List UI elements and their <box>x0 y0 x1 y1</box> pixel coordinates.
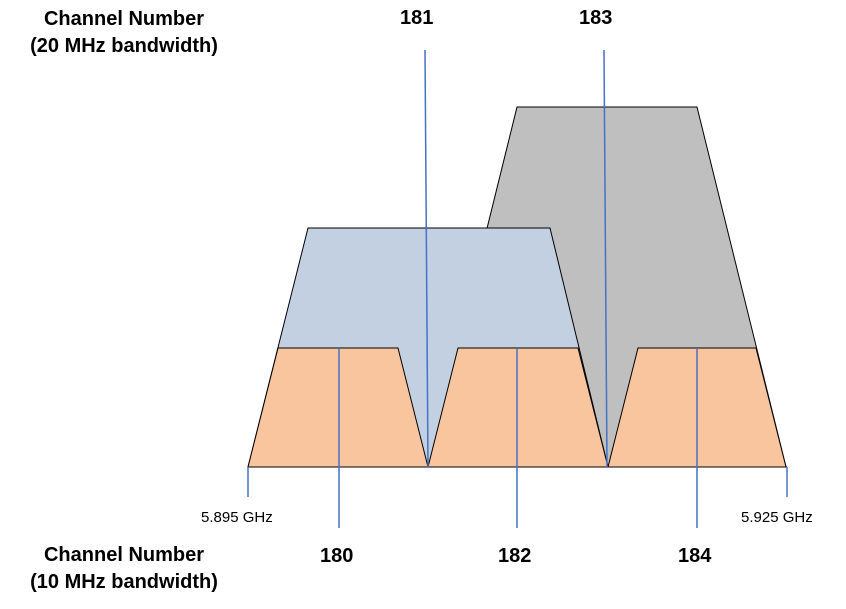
top-heading-line1: Channel Number <box>43 8 205 30</box>
channel-180-label: 180 <box>320 545 354 567</box>
channel-181-label: 181 <box>400 7 434 29</box>
channel-183-label: 183 <box>579 7 613 29</box>
frequency-low-label: 5.895 GHz <box>201 509 273 526</box>
frequency-high-label: 5.925 GHz <box>741 509 813 526</box>
channel-183-center-line <box>603 49 608 468</box>
channel-181-center-line <box>424 49 429 468</box>
channel-180-10mhz-mask <box>247 347 429 468</box>
channel-184-label: 184 <box>678 545 712 567</box>
bottom-heading: Channel Number (10 MHz bandwidth) <box>6 542 242 596</box>
bottom-heading-line1: Channel Number <box>43 544 205 566</box>
top-heading: Channel Number (20 MHz bandwidth) <box>6 6 242 60</box>
bottom-heading-line2: (10 MHz bandwidth) <box>30 571 218 593</box>
channel-182-10mhz-mask <box>427 347 609 468</box>
channel-182-label: 182 <box>498 545 532 567</box>
top-heading-line2: (20 MHz bandwidth) <box>30 35 218 57</box>
